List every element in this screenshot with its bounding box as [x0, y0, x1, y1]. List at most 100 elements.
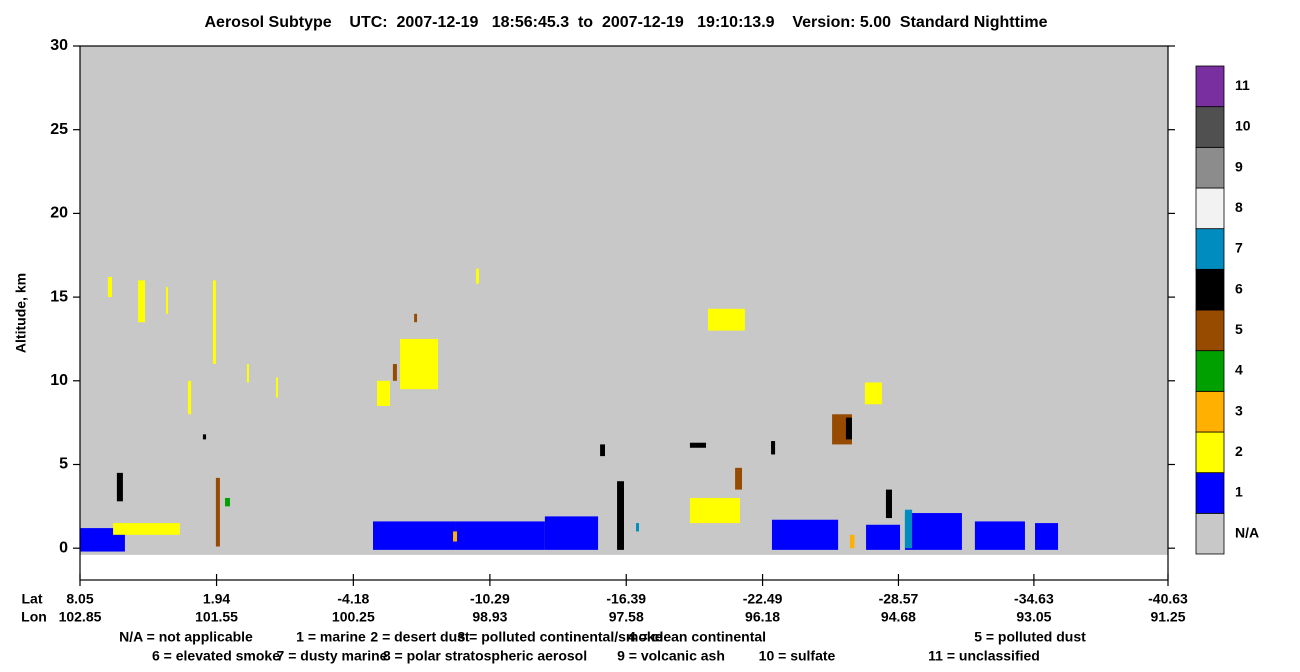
- colorbar-label: 7: [1235, 240, 1243, 256]
- feature: [400, 338, 439, 390]
- lon-row-label: Lon: [21, 609, 47, 625]
- feature: [373, 521, 456, 550]
- chart-title: Aerosol Subtype UTC: 2007-12-19 18:56:45…: [205, 14, 1048, 31]
- colorbar-label: 3: [1235, 402, 1243, 418]
- feature: [377, 380, 390, 406]
- colorbar-swatch: [1195, 512, 1225, 555]
- feature: [202, 434, 207, 440]
- feature: [107, 277, 112, 298]
- class-description: 2 = desert dust: [370, 629, 470, 645]
- class-description: 6 = elevated smoke: [152, 648, 280, 664]
- y-tick-label: 0: [59, 539, 68, 556]
- feature: [864, 382, 882, 405]
- colorbar-label: 2: [1235, 443, 1243, 459]
- feature: [414, 313, 418, 323]
- class-description: 11 = unclassified: [928, 648, 1040, 664]
- feature: [885, 489, 892, 519]
- colorbar-label: 1: [1235, 484, 1243, 500]
- colorbar-label: 9: [1235, 158, 1243, 174]
- x-tick-label: -10.29: [470, 591, 510, 607]
- y-tick-label: 30: [50, 37, 68, 54]
- lon-label: 93.05: [1016, 609, 1051, 625]
- feature: [80, 46, 1168, 555]
- feature: [617, 481, 624, 550]
- lon-label: 96.18: [745, 609, 780, 625]
- lon-label: 100.25: [332, 609, 375, 625]
- x-tick-label: -16.39: [606, 591, 646, 607]
- feature: [845, 417, 852, 440]
- plot-frame: [79, 45, 1169, 581]
- class-description: 10 = sulfate: [759, 648, 836, 664]
- lon-label: 101.55: [195, 609, 238, 625]
- colorbar-label: 5: [1235, 321, 1243, 337]
- feature: [1035, 523, 1059, 550]
- feature: [166, 287, 169, 314]
- colorbar-label: 10: [1235, 118, 1251, 134]
- x-tick-label: -34.63: [1014, 591, 1054, 607]
- lon-label: 102.85: [59, 609, 102, 625]
- lat-row-label: Lat: [22, 591, 43, 607]
- feature: [544, 516, 599, 550]
- feature: [116, 472, 123, 502]
- colorbar-swatch: [1195, 268, 1225, 311]
- x-tick-label: -40.63: [1148, 591, 1188, 607]
- feature: [689, 497, 740, 524]
- feature: [476, 268, 479, 284]
- y-tick-label: 5: [59, 456, 68, 473]
- feature: [771, 519, 839, 550]
- lon-label: 98.93: [472, 609, 507, 625]
- y-tick-label: 10: [50, 372, 68, 389]
- colorbar-swatch: [1195, 65, 1225, 108]
- class-description: 3 = polluted continental/smoke: [458, 629, 663, 645]
- y-tick-label: 15: [50, 288, 68, 305]
- feature: [276, 377, 279, 398]
- class-description: 5 = polluted dust: [974, 629, 1086, 645]
- class-description: N/A = not applicable: [119, 629, 253, 645]
- feature: [866, 524, 901, 550]
- feature: [771, 441, 776, 455]
- class-description: 9 = volcanic ash: [617, 648, 725, 664]
- y-axis-label: Altitude, km: [13, 273, 29, 353]
- x-tick-label: 8.05: [66, 591, 93, 607]
- feature: [212, 280, 216, 365]
- colorbar-swatch: [1195, 106, 1225, 148]
- feature: [904, 509, 913, 549]
- x-tick-label: -28.57: [879, 591, 919, 607]
- colorbar-label: 11: [1235, 77, 1250, 93]
- feature: [138, 280, 146, 323]
- feature: [187, 380, 192, 415]
- feature: [453, 531, 458, 542]
- colorbar-label: N/A: [1235, 524, 1259, 540]
- colorbar-swatch: [1195, 390, 1225, 433]
- x-tick-label: -4.18: [337, 591, 369, 607]
- colorbar-swatch: [1195, 472, 1225, 514]
- colorbar-swatch: [1195, 187, 1225, 230]
- feature: [849, 534, 855, 549]
- feature: [974, 521, 1025, 550]
- feature: [225, 497, 230, 507]
- colorbar-swatch: [1195, 431, 1225, 474]
- feature: [215, 477, 220, 547]
- lon-label: 91.25: [1150, 609, 1185, 625]
- x-tick-label: 1.94: [203, 591, 230, 607]
- class-description: 1 = marine: [296, 629, 366, 645]
- feature: [636, 523, 639, 532]
- feature: [113, 523, 180, 535]
- x-tick-label: -22.49: [743, 591, 783, 607]
- feature: [708, 308, 745, 331]
- feature: [455, 521, 545, 550]
- class-description: 7 = dusty marine: [277, 648, 388, 664]
- feature: [392, 364, 397, 381]
- colorbar-label: 6: [1235, 280, 1243, 296]
- colorbar-swatch: [1195, 228, 1225, 270]
- lon-label: 94.68: [881, 609, 916, 625]
- colorbar-swatch: [1195, 309, 1225, 352]
- feature: [246, 364, 249, 383]
- colorbar-label: 4: [1235, 362, 1243, 378]
- feature: [600, 444, 606, 457]
- colorbar-swatch: [1195, 350, 1225, 392]
- y-tick-label: 20: [50, 205, 68, 222]
- feature: [689, 442, 707, 448]
- colorbar-label: 8: [1235, 199, 1243, 215]
